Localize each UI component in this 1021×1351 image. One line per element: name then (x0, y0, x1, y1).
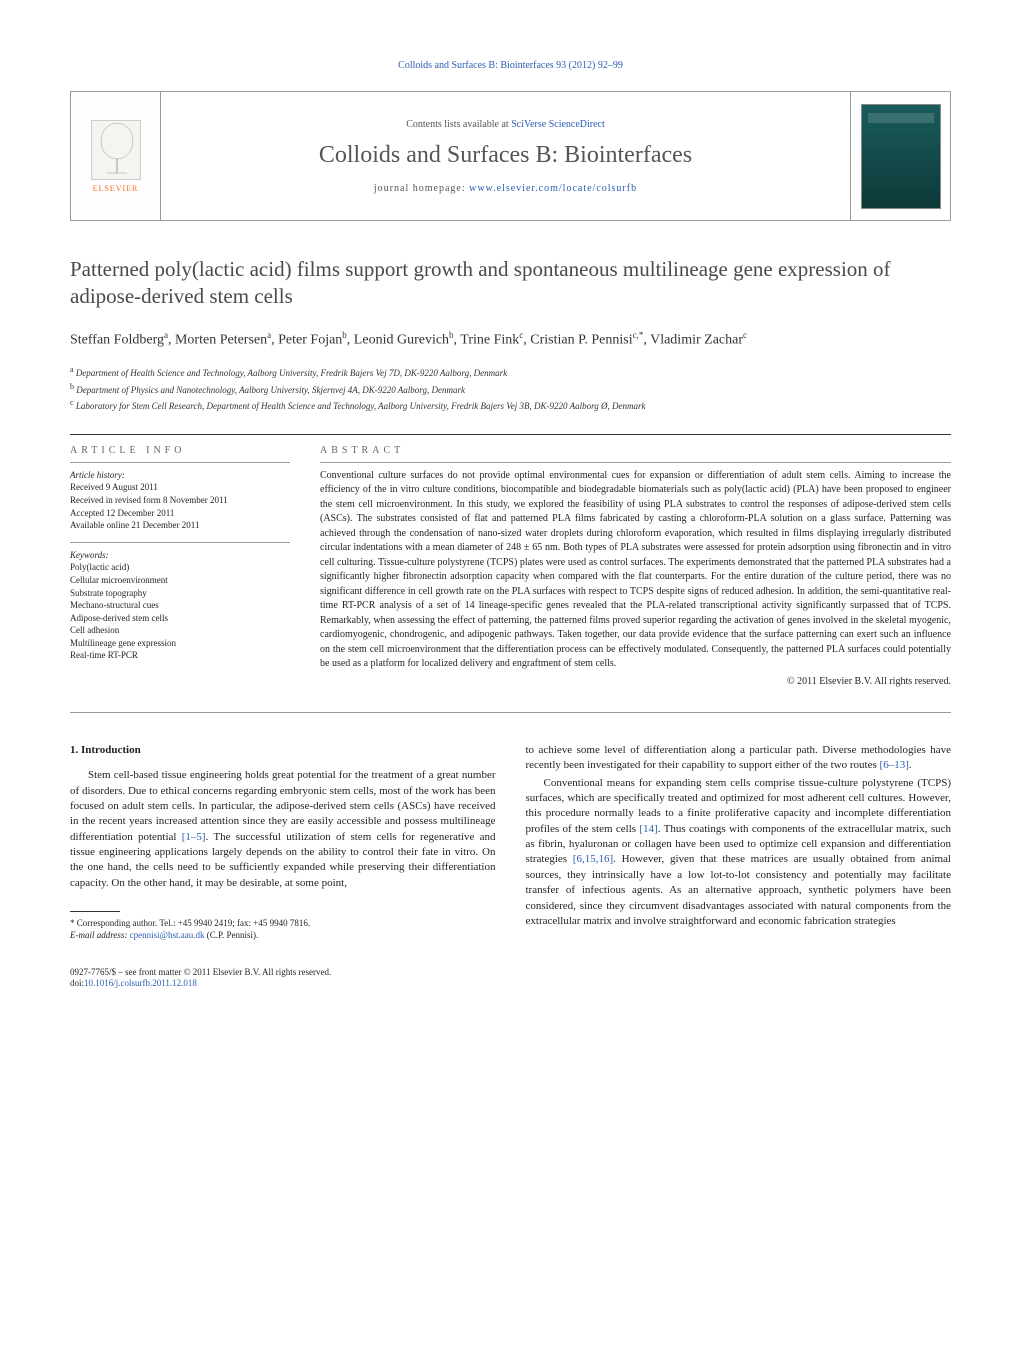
elsevier-tree-icon (91, 120, 141, 180)
affiliation-line: c Laboratory for Stem Cell Research, Dep… (70, 397, 951, 414)
citation-link[interactable]: [6–13] (880, 759, 909, 771)
keyword-line: Substrate topography (70, 587, 290, 600)
citation-header: Colloids and Surfaces B: Biointerfaces 9… (70, 60, 951, 71)
body-paragraph: to achieve some level of differentiation… (526, 743, 952, 774)
affiliation-line: b Department of Physics and Nanotechnolo… (70, 381, 951, 398)
homepage-prefix: journal homepage: (374, 183, 469, 194)
body-left-column: 1. Introduction Stem cell-based tissue e… (70, 743, 496, 942)
corresponding-line: * Corresponding author. Tel.: +45 9940 2… (70, 918, 496, 930)
body-right-column: to achieve some level of differentiation… (526, 743, 952, 942)
history-line: Received 9 August 2011 (70, 481, 290, 494)
keywords-block: Keywords: Poly(lactic acid)Cellular micr… (70, 543, 290, 672)
email-link[interactable]: cpennisi@hst.aau.dk (130, 930, 205, 940)
citation-link[interactable]: [14] (639, 823, 657, 835)
journal-name: Colloids and Surfaces B: Biointerfaces (319, 142, 692, 169)
email-line: E-mail address: cpennisi@hst.aau.dk (C.P… (70, 930, 496, 942)
abstract-copyright: © 2011 Elsevier B.V. All rights reserved… (320, 676, 951, 687)
citation-link[interactable]: [6,15,16] (573, 853, 613, 865)
abstract-column: abstract Conventional culture surfaces d… (320, 437, 951, 687)
keyword-line: Multilineage gene expression (70, 637, 290, 650)
body-paragraph: Stem cell-based tissue engineering holds… (70, 768, 496, 891)
affiliation-line: a Department of Health Science and Techn… (70, 364, 951, 381)
journal-header-box: ELSEVIER Contents lists available at Sci… (70, 91, 951, 221)
scidirect-link[interactable]: SciVerse ScienceDirect (511, 119, 605, 130)
email-label: E-mail address: (70, 930, 130, 940)
article-title: Patterned poly(lactic acid) films suppor… (70, 256, 951, 311)
citation-link[interactable]: Colloids and Surfaces B: Biointerfaces 9… (398, 60, 623, 71)
article-history-block: Article history: Received 9 August 2011R… (70, 463, 290, 542)
article-info-column: article info Article history: Received 9… (70, 437, 290, 687)
keyword-line: Mechano-structural cues (70, 599, 290, 612)
body-columns: 1. Introduction Stem cell-based tissue e… (70, 743, 951, 942)
article-info-heading: article info (70, 437, 290, 462)
journal-cover-image[interactable] (861, 104, 941, 209)
keywords-label: Keywords: (70, 549, 290, 562)
abstract-text: Conventional culture surfaces do not pro… (320, 463, 951, 672)
elsevier-wordmark: ELSEVIER (93, 184, 139, 193)
body-paragraph: Conventional means for expanding stem ce… (526, 776, 952, 930)
contents-list-line: Contents lists available at SciVerse Sci… (406, 119, 605, 130)
homepage-line: journal homepage: www.elsevier.com/locat… (374, 183, 637, 194)
publisher-logo-cell: ELSEVIER (71, 92, 161, 220)
history-line: Available online 21 December 2011 (70, 519, 290, 532)
homepage-link[interactable]: www.elsevier.com/locate/colsurfb (469, 183, 637, 194)
journal-cover-cell (850, 92, 950, 220)
citation-link[interactable]: [1–5] (182, 831, 206, 843)
doi-line: doi:10.1016/j.colsurfb.2011.12.018 (70, 978, 951, 990)
contents-prefix: Contents lists available at (406, 119, 511, 130)
section-title: Introduction (81, 744, 141, 756)
keyword-line: Cell adhesion (70, 624, 290, 637)
author-list: Steffan Foldberga, Morten Petersena, Pet… (70, 329, 951, 351)
history-line: Accepted 12 December 2011 (70, 507, 290, 520)
doi-label: doi: (70, 978, 84, 988)
issn-line: 0927-7765/$ – see front matter © 2011 El… (70, 967, 951, 979)
corresponding-author-footnote: * Corresponding author. Tel.: +45 9940 2… (70, 918, 496, 941)
history-line: Received in revised form 8 November 2011 (70, 494, 290, 507)
email-suffix: (C.P. Pennisi). (204, 930, 258, 940)
section-1-heading: 1. Introduction (70, 743, 496, 758)
elsevier-logo[interactable]: ELSEVIER (81, 106, 151, 206)
journal-header-center: Contents lists available at SciVerse Sci… (161, 92, 850, 220)
affiliations: a Department of Health Science and Techn… (70, 364, 951, 414)
history-label: Article history: (70, 469, 290, 482)
keyword-line: Cellular microenvironment (70, 574, 290, 587)
abstract-heading: abstract (320, 437, 951, 462)
doi-link[interactable]: 10.1016/j.colsurfb.2011.12.018 (84, 978, 197, 988)
keyword-line: Adipose-derived stem cells (70, 612, 290, 625)
section-number: 1. (70, 744, 78, 756)
keyword-line: Poly(lactic acid) (70, 561, 290, 574)
page-footer: 0927-7765/$ – see front matter © 2011 El… (70, 967, 951, 990)
keyword-line: Real-time RT-PCR (70, 649, 290, 662)
